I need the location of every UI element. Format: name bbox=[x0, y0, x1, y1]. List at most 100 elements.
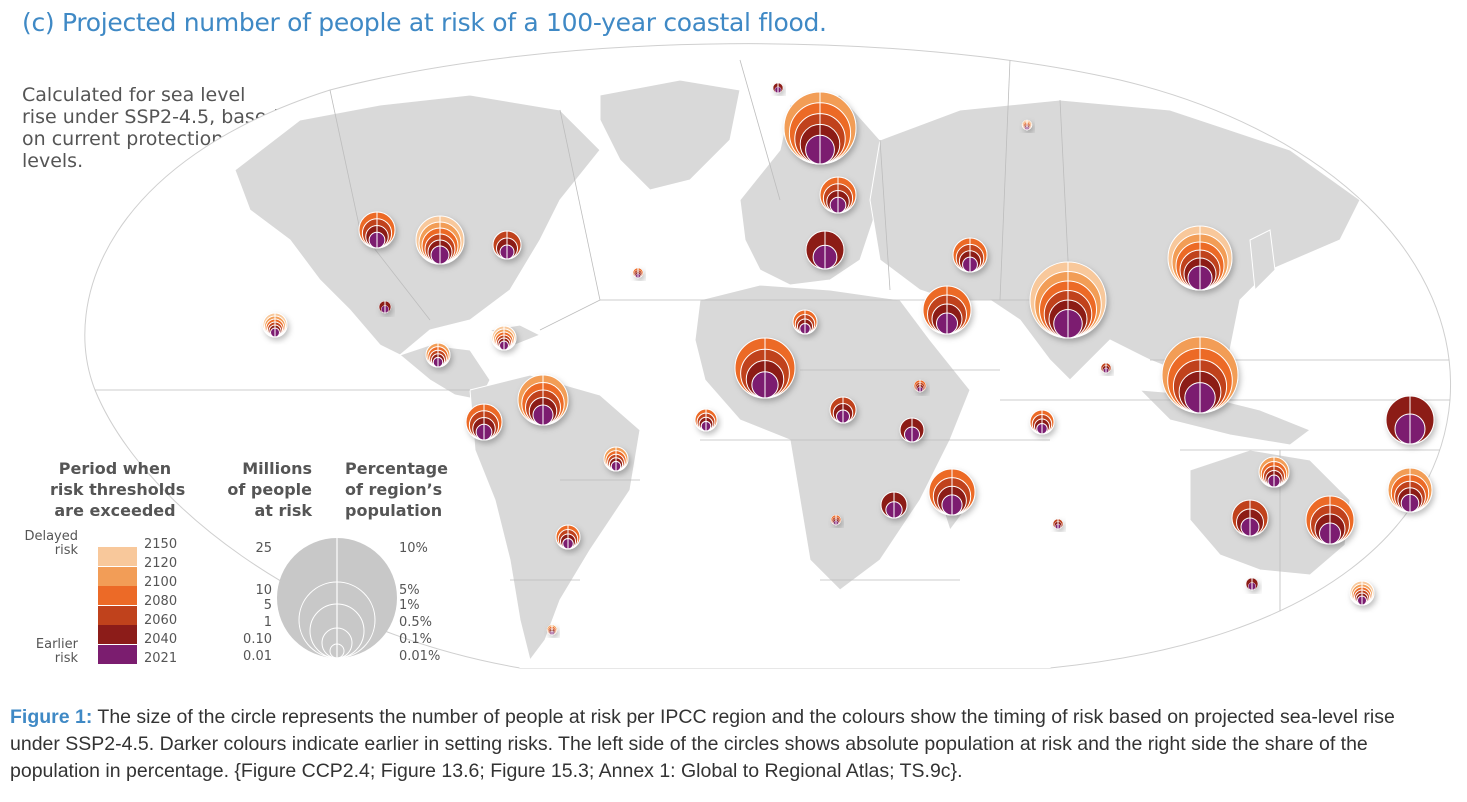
region-risk-circle bbox=[1385, 395, 1435, 445]
region-risk-circle bbox=[783, 91, 857, 165]
legend-swatch bbox=[98, 547, 137, 566]
subtitle-line: rise under SSP2-4.5, based bbox=[22, 106, 279, 128]
region-risk-circle bbox=[830, 514, 842, 526]
region-risk-circle bbox=[1167, 225, 1233, 291]
region-risk-circle bbox=[1100, 362, 1112, 374]
region-risk-circle bbox=[555, 524, 581, 550]
legend-size-heading: Millions of people at risk bbox=[222, 458, 312, 521]
legend-swatch bbox=[98, 625, 137, 644]
legend-size-label: 0.01 bbox=[243, 649, 272, 664]
region-borders bbox=[95, 59, 1450, 640]
legend-size-circles bbox=[277, 538, 397, 659]
legend-pct-label: 0.1% bbox=[399, 632, 433, 647]
subtitle-line: on current protection bbox=[22, 128, 224, 150]
north-america bbox=[234, 94, 601, 356]
region-risk-circle bbox=[694, 408, 718, 432]
legend-size-heading-line: of people bbox=[227, 480, 312, 499]
region-risk-circle bbox=[425, 342, 451, 368]
region-risk-circle bbox=[491, 325, 517, 351]
legend-period-heading: Period when risk thresholds are exceeded bbox=[50, 458, 186, 521]
legend-period-label: 2150 bbox=[144, 537, 178, 552]
region-risk-circle bbox=[734, 337, 796, 399]
legend-period-label: 2040 bbox=[144, 632, 178, 647]
region-risk-circle bbox=[465, 403, 503, 441]
legend-pct-label: 10% bbox=[399, 541, 428, 556]
legend-period-label: 2060 bbox=[144, 613, 178, 628]
figure-caption-text: The size of the circle represents the nu… bbox=[10, 706, 1395, 782]
region-risk-circle bbox=[378, 300, 392, 314]
region-risk-circle bbox=[1029, 261, 1107, 339]
legend-swatch bbox=[98, 586, 137, 605]
legend-swatch bbox=[98, 644, 137, 664]
legend-size-label: 5 bbox=[263, 598, 272, 613]
subtitle-line: levels. bbox=[22, 150, 84, 172]
region-risk-circle bbox=[1231, 499, 1269, 537]
legend-period-label: 2120 bbox=[144, 556, 178, 571]
japan bbox=[1249, 229, 1276, 292]
legend-earlier-label: Earlier risk bbox=[18, 638, 78, 666]
legend-pct-heading-line: population bbox=[345, 501, 443, 520]
region-risk-circle bbox=[546, 624, 558, 636]
figure-label: Figure 1: bbox=[10, 706, 93, 728]
legend-pct-label: 0.5% bbox=[399, 615, 433, 630]
antarctic-edge bbox=[519, 667, 1051, 668]
legend-period-label: 2100 bbox=[144, 575, 178, 590]
legend-size-heading-line: Millions bbox=[242, 459, 312, 478]
legend-swatch bbox=[98, 605, 137, 625]
region-risk-circle bbox=[819, 176, 857, 214]
legend-pct-label: 1% bbox=[399, 598, 420, 613]
region-risk-circle bbox=[262, 312, 288, 338]
region-risk-circle bbox=[772, 82, 784, 94]
greenland bbox=[599, 79, 741, 191]
region-risk-circle bbox=[792, 309, 818, 335]
region-risk-circle bbox=[928, 468, 976, 516]
legend-period-label: 2021 bbox=[144, 651, 178, 666]
world-map bbox=[84, 43, 1452, 669]
risk-circles bbox=[262, 82, 1435, 636]
legend-delayed-line: Delayed bbox=[24, 529, 78, 544]
region-risk-circle bbox=[829, 396, 857, 424]
legend-size-label: 10 bbox=[255, 583, 272, 598]
legend-pct-heading-line: Percentage bbox=[345, 459, 448, 478]
legend-period-heading-line: are exceeded bbox=[54, 501, 176, 520]
legend-size-label: 1 bbox=[263, 615, 272, 630]
south-america bbox=[469, 374, 641, 662]
figure-caption: Figure 1: The size of the circle represe… bbox=[10, 704, 1450, 785]
region-risk-circle bbox=[1387, 467, 1433, 513]
region-risk-circle bbox=[415, 215, 465, 265]
region-risk-circle bbox=[632, 267, 644, 279]
region-risk-circle bbox=[358, 211, 396, 249]
region-risk-circle bbox=[1349, 580, 1375, 606]
region-risk-circle bbox=[952, 237, 988, 273]
legend-pct-label: 0.01% bbox=[399, 649, 441, 664]
legend-pct-heading-line: of region’s bbox=[345, 480, 443, 499]
legend-pct-heading: Percentage of region’s population bbox=[345, 458, 453, 521]
region-risk-circle bbox=[1245, 577, 1259, 591]
legend-size-label: 25 bbox=[255, 541, 272, 556]
region-risk-circle bbox=[922, 285, 972, 335]
region-risk-circle bbox=[1305, 495, 1355, 545]
legend-pct-label: 5% bbox=[399, 583, 420, 598]
region-risk-circle bbox=[899, 417, 925, 443]
legend-period-heading-line: Period when bbox=[58, 459, 172, 478]
region-risk-circle bbox=[517, 374, 569, 426]
legend-delayed-line: risk bbox=[54, 543, 78, 558]
region-risk-circle bbox=[1029, 409, 1055, 435]
region-risk-circle bbox=[1161, 336, 1239, 414]
legend-swatch bbox=[98, 566, 137, 586]
region-risk-circle bbox=[880, 491, 908, 519]
region-risk-circle bbox=[492, 230, 522, 260]
legend-delayed-label: Delayed risk bbox=[18, 530, 78, 558]
legend-earlier-line: risk bbox=[54, 651, 78, 666]
map-subtitle: Calculated for sea level rise under SSP2… bbox=[22, 84, 282, 172]
region-risk-circle bbox=[1052, 518, 1064, 530]
legend-period-heading-line: risk thresholds bbox=[50, 480, 186, 499]
legend-earlier-line: Earlier bbox=[35, 637, 78, 652]
legend-size-label: 0.10 bbox=[243, 632, 272, 647]
region-risk-circle bbox=[913, 379, 927, 393]
map-title: (c) Projected number of people at risk o… bbox=[22, 8, 827, 37]
region-risk-circle bbox=[805, 230, 845, 270]
subtitle-line: Calculated for sea level bbox=[22, 84, 246, 106]
legend-period-label: 2080 bbox=[144, 594, 178, 609]
region-risk-circle bbox=[1021, 119, 1033, 131]
